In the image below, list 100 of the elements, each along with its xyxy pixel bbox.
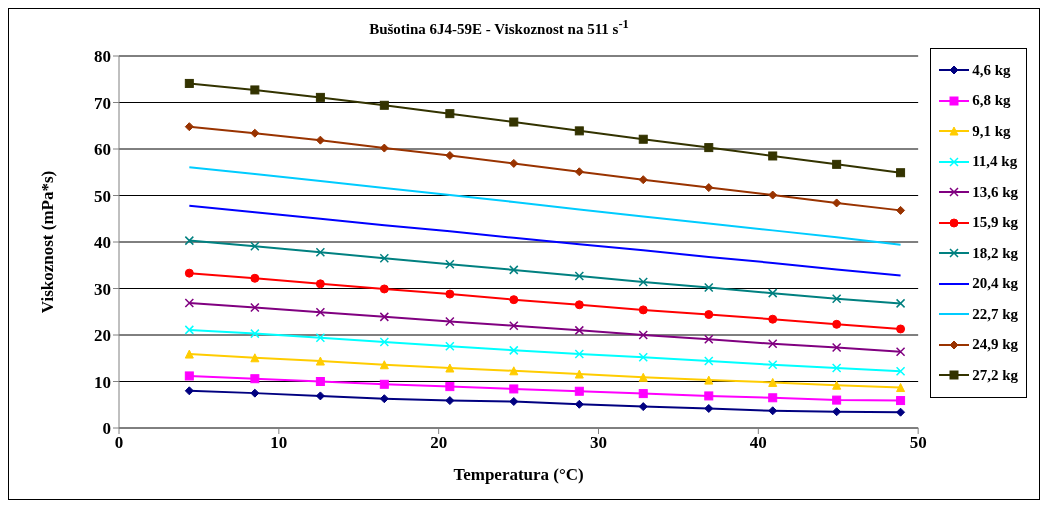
point	[767, 360, 778, 370]
point	[509, 158, 519, 168]
y-tick-label: 50	[94, 186, 111, 206]
point	[832, 407, 842, 417]
point	[509, 265, 519, 275]
point	[638, 134, 648, 144]
point	[768, 314, 778, 324]
point	[574, 349, 585, 359]
point	[574, 271, 585, 281]
legend-label: 4,6 kg	[972, 61, 1011, 79]
point	[704, 282, 714, 293]
legend-label: 22,7 kg	[972, 305, 1018, 323]
y-tick-label: 10	[94, 372, 111, 392]
point	[250, 353, 260, 363]
x-tick-label: 20	[430, 433, 448, 453]
point	[767, 288, 778, 298]
point	[379, 379, 389, 389]
y-tick-label: 60	[94, 140, 111, 160]
point	[250, 85, 260, 95]
chart-title: Bušotina 6J4-59E - Viskoznost na 511 s$^{-1}$	[368, 17, 630, 38]
x-tick-label: 50	[909, 433, 927, 453]
point	[445, 382, 455, 392]
point	[445, 259, 455, 270]
point	[895, 298, 906, 309]
legend-label: 6,8 kg	[972, 92, 1011, 110]
point	[638, 330, 648, 340]
x-tick-label: 30	[589, 433, 607, 453]
point	[315, 377, 325, 386]
point	[896, 205, 906, 215]
point	[704, 375, 714, 385]
y-tick-label: 20	[94, 326, 111, 346]
point	[832, 159, 842, 169]
point	[315, 307, 326, 317]
point	[638, 402, 648, 412]
point	[445, 151, 455, 161]
point	[509, 397, 519, 406]
y-tick-label: 70	[94, 93, 111, 113]
point	[445, 109, 455, 119]
point	[184, 235, 195, 246]
point	[315, 333, 326, 343]
point	[896, 383, 906, 393]
point	[184, 371, 194, 381]
point	[704, 143, 714, 153]
point	[704, 310, 714, 320]
point	[184, 298, 195, 308]
legend-label: 18,2 kg	[972, 244, 1018, 262]
point	[574, 300, 584, 310]
x-tick-label: 40	[749, 433, 767, 453]
point	[184, 268, 194, 278]
legend-label: 27,2 kg	[972, 366, 1018, 384]
legend-label: 13,6 kg	[972, 183, 1018, 201]
point	[445, 363, 455, 373]
x-tick-label: 0	[114, 433, 124, 453]
point	[315, 247, 326, 257]
point	[379, 253, 390, 264]
point	[250, 374, 260, 384]
point	[250, 241, 260, 251]
point	[509, 384, 519, 394]
point	[445, 316, 455, 327]
y-tick-label: 0	[102, 419, 111, 439]
point	[509, 320, 519, 331]
legend-label: 9,1 kg	[972, 122, 1011, 140]
point	[767, 339, 778, 349]
point	[509, 345, 519, 356]
point	[574, 167, 584, 177]
point	[509, 366, 519, 376]
point	[638, 277, 648, 287]
x-axis-title: Temperatura (°C)	[453, 465, 584, 484]
point	[704, 391, 714, 401]
point	[184, 122, 194, 132]
point	[895, 366, 906, 377]
point	[379, 312, 390, 322]
point	[574, 386, 584, 396]
y-tick-label: 40	[94, 233, 111, 253]
point	[768, 377, 778, 387]
point	[704, 356, 714, 366]
point	[768, 190, 778, 200]
point	[379, 360, 389, 370]
y-tick-label: 30	[94, 279, 111, 299]
point	[184, 78, 194, 88]
point	[895, 346, 906, 357]
point	[184, 349, 194, 359]
point	[638, 372, 648, 382]
point	[704, 403, 714, 413]
point	[574, 126, 584, 136]
point	[250, 388, 260, 398]
point	[250, 328, 260, 339]
x-tick-label: 10	[270, 433, 288, 453]
point	[896, 396, 906, 406]
line-series	[188, 166, 902, 246]
y-axis-title: Viskoznost (mPa*s)	[38, 170, 58, 314]
point	[638, 389, 648, 399]
point	[379, 284, 389, 294]
point	[768, 393, 778, 403]
point	[832, 380, 842, 390]
point	[445, 341, 455, 351]
point	[704, 183, 714, 193]
point	[184, 325, 195, 335]
point	[315, 92, 325, 102]
point	[445, 289, 455, 299]
